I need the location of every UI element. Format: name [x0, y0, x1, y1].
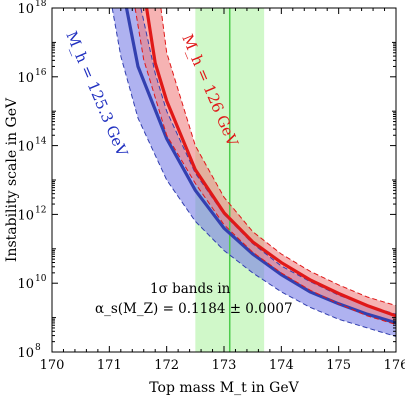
band-edge-lower-mh-125-3: [111, 8, 396, 337]
x-tick-label: 176: [384, 358, 405, 373]
x-tick-label: 171: [97, 358, 122, 373]
y-tick-label: 10: [17, 140, 34, 155]
y-tick-exponent: 18: [35, 0, 47, 9]
x-tick-label: 170: [40, 358, 65, 373]
x-axis-title: Top mass M_t in GeV: [149, 380, 299, 396]
y-tick-exponent: 16: [35, 68, 47, 78]
x-tick-label: 174: [269, 358, 294, 373]
band-edge-upper-mh-126: [160, 8, 396, 307]
y-tick-exponent: 14: [35, 137, 47, 147]
y-tick-label: 10: [17, 2, 34, 17]
annotation-line-1: 1σ bands in: [150, 281, 231, 297]
x-tick-label: 173: [212, 358, 237, 373]
central-line-mh-125-3: [124, 8, 396, 325]
y-tick-exponent: 8: [35, 343, 41, 353]
x-tick-label: 175: [326, 358, 351, 373]
y-tick-label: 10: [17, 346, 34, 361]
annotation-line-2: α_s(M_Z) = 0.1184 ± 0.0007: [95, 301, 293, 317]
y-axis-title: Instability scale in GeV: [4, 97, 20, 262]
y-tick-label: 10: [17, 277, 34, 292]
y-tick-exponent: 12: [35, 205, 46, 215]
y-tick-label: 10: [17, 208, 34, 223]
y-tick-label: 10: [17, 71, 34, 86]
central-line-mh-126: [145, 8, 396, 318]
y-tick-exponent: 10: [35, 274, 47, 284]
band-edge-lower-mh-126: [134, 8, 396, 325]
uncertainty-band-mh-126: [135, 8, 396, 325]
x-tick-label: 172: [154, 358, 179, 373]
